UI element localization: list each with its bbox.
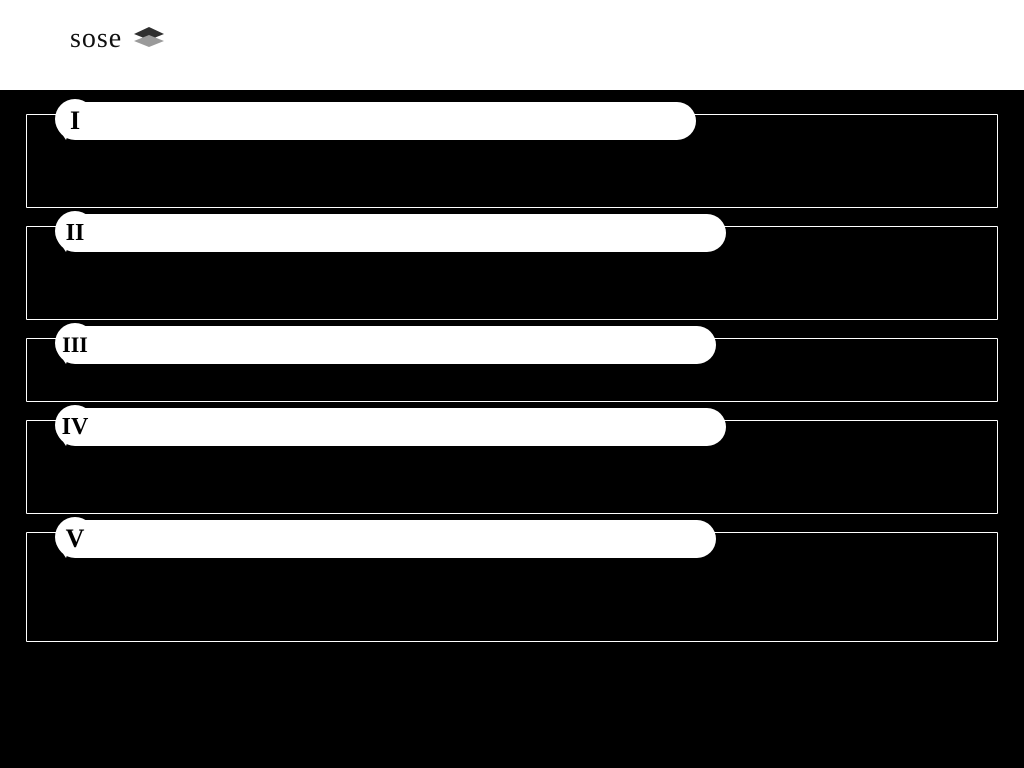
section-4: IV placeholder bbox=[26, 420, 998, 514]
header: sose bbox=[0, 0, 1024, 90]
section-2: II placeholder bbox=[26, 226, 998, 320]
speech-bubble-icon: I bbox=[52, 98, 98, 144]
section-numeral: I bbox=[52, 98, 98, 144]
section-1-header-pill: I placeholder bbox=[56, 102, 696, 140]
logo: sose bbox=[70, 25, 166, 53]
content-area: I placeholder II placeholder bbox=[0, 90, 1024, 768]
speech-bubble-icon: V bbox=[52, 516, 98, 562]
section-numeral: II bbox=[52, 210, 98, 256]
section-1: I placeholder bbox=[26, 114, 998, 208]
section-5-header-pill: V placeholder bbox=[56, 520, 716, 558]
section-2-header-pill: II placeholder bbox=[56, 214, 726, 252]
logo-text: sose bbox=[70, 25, 122, 53]
speech-bubble-icon: IV bbox=[52, 404, 98, 450]
section-numeral: V bbox=[52, 516, 98, 562]
section-numeral: III bbox=[52, 322, 98, 368]
section-numeral: IV bbox=[52, 404, 98, 450]
section-3-header-pill: III placeholder bbox=[56, 326, 716, 364]
section-4-header-pill: IV placeholder bbox=[56, 408, 726, 446]
speech-bubble-icon: II bbox=[52, 210, 98, 256]
section-3: III placeholder bbox=[26, 338, 998, 402]
section-5: V placeholder bbox=[26, 532, 998, 642]
speech-bubble-icon: III bbox=[52, 322, 98, 368]
logo-mark-icon bbox=[132, 27, 166, 51]
